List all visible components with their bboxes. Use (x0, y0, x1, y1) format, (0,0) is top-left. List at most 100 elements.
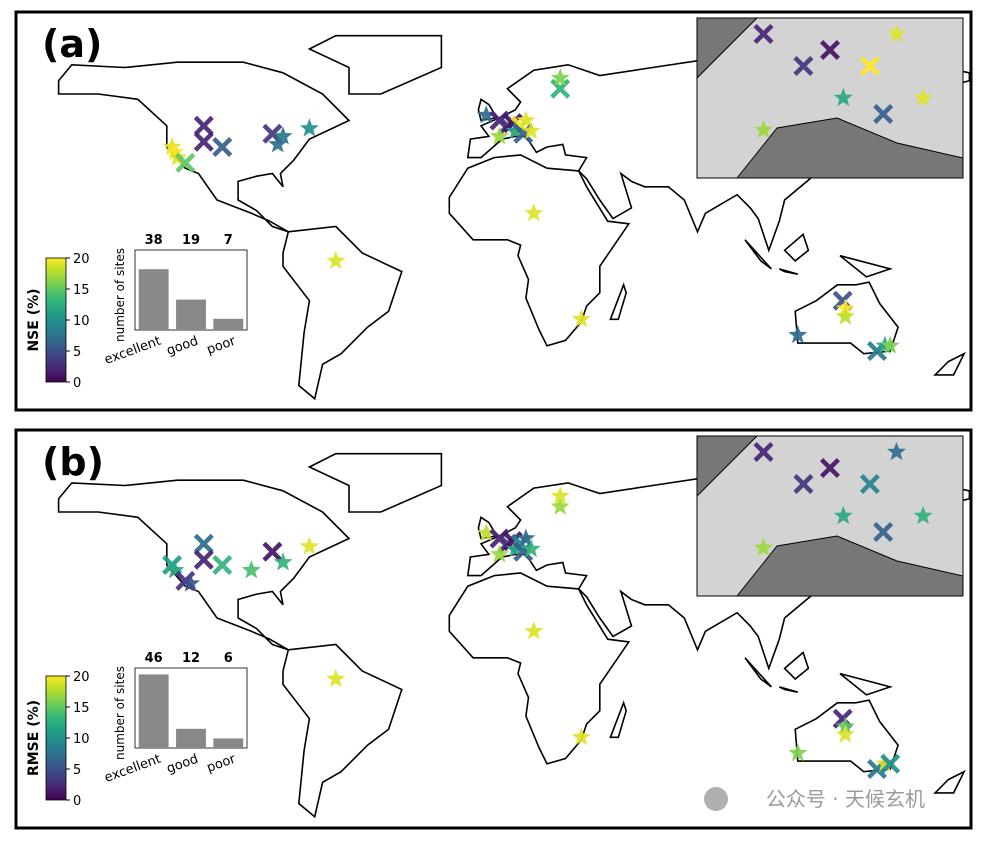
bar (138, 674, 169, 748)
panel: (a) 0 5 10 15 20 NSE (%) 38 excellent 19 good 7 poor… (14, 10, 973, 412)
y-axis-label: number of sites (113, 248, 127, 342)
site-star (165, 142, 185, 161)
site-star (181, 573, 201, 592)
inset-land (735, 535, 964, 597)
site-cross (753, 24, 774, 44)
coastline (933, 351, 966, 376)
colorbar-tick-label: 0 (73, 376, 81, 391)
site-cross (193, 115, 214, 136)
site-cross (880, 753, 901, 774)
coastline (307, 452, 443, 513)
colorbar-tick-label: 20 (73, 252, 90, 267)
site-cross (212, 555, 233, 575)
site-star (299, 536, 319, 555)
site-star (273, 126, 293, 145)
coastline (57, 61, 351, 233)
inset-land (735, 117, 964, 179)
site-star (571, 727, 591, 746)
site-star (162, 137, 182, 156)
coastline (839, 672, 893, 696)
site-star (835, 306, 855, 325)
site-star (505, 539, 525, 558)
colorbar-tick-label: 15 (73, 283, 90, 298)
site-cross (820, 458, 840, 478)
coastline (448, 572, 631, 765)
site-cross (193, 533, 214, 554)
site-star (326, 669, 346, 687)
colorbar-tick-label: 10 (73, 732, 90, 747)
site-star (833, 88, 853, 107)
bar-count-label: 46 (145, 651, 163, 666)
coastline (839, 254, 893, 278)
site-cross (820, 40, 840, 60)
coastline (57, 479, 351, 651)
bar (138, 269, 169, 330)
site-star (887, 24, 906, 43)
site-star (754, 120, 773, 139)
site-star (550, 496, 570, 515)
colorbar-tick-label: 15 (73, 701, 90, 716)
inset-map (696, 17, 964, 179)
site-star (521, 121, 541, 140)
site-star (550, 486, 570, 505)
bar-count-label: 19 (182, 233, 200, 248)
site-star (788, 743, 808, 762)
colorbar-tick-label: 5 (73, 345, 81, 360)
bar-count-label: 7 (224, 233, 233, 248)
coastline (783, 651, 810, 681)
coastline (609, 700, 628, 739)
site-star (550, 68, 570, 87)
coastline (778, 268, 799, 275)
site-star (268, 134, 288, 153)
bar-count-label: 12 (182, 651, 200, 666)
coastline (307, 34, 443, 95)
site-star (490, 544, 509, 563)
site-star (887, 442, 906, 461)
site-cross (793, 56, 814, 76)
coastline (933, 769, 966, 794)
colorbar-label: NSE (%) (26, 288, 42, 351)
coastline (778, 686, 799, 693)
bar (213, 738, 244, 748)
site-cross (193, 131, 214, 152)
site-star (875, 753, 895, 772)
x-tick-label: poor (205, 751, 238, 775)
site-star (913, 88, 933, 107)
colorbar-tick-label: 10 (73, 314, 90, 329)
site-star (273, 552, 293, 571)
site-star (754, 538, 773, 557)
coastline (783, 233, 810, 262)
site-star (299, 118, 319, 137)
inset-map (696, 435, 964, 597)
panel-frame (14, 428, 973, 830)
colorbar-tick-label: 20 (73, 670, 90, 685)
coastline (282, 225, 403, 401)
site-star (516, 110, 536, 129)
site-star (476, 105, 496, 124)
site-star (524, 203, 544, 222)
x-tick-label: good (165, 334, 201, 359)
panel-label: (b) (42, 440, 104, 484)
colorbar-tick-label: 5 (73, 763, 81, 778)
x-tick-label: excellent (103, 752, 164, 786)
watermark-icon (704, 787, 728, 811)
coastline (609, 282, 628, 321)
bar (176, 299, 206, 330)
panel-frame (14, 10, 973, 412)
site-star (516, 528, 536, 547)
site-cross (873, 522, 894, 542)
x-tick-label: poor (205, 333, 238, 357)
inset-land (696, 17, 759, 80)
panel-label: (a) (42, 22, 102, 66)
coastline (744, 657, 772, 688)
x-tick-label: good (165, 752, 201, 777)
y-axis-label: number of sites (113, 666, 127, 760)
site-cross (262, 541, 283, 562)
site-star (524, 621, 544, 640)
site-cross (859, 474, 880, 494)
site-cross (753, 442, 774, 462)
coastline (744, 239, 772, 270)
site-star (521, 539, 541, 558)
